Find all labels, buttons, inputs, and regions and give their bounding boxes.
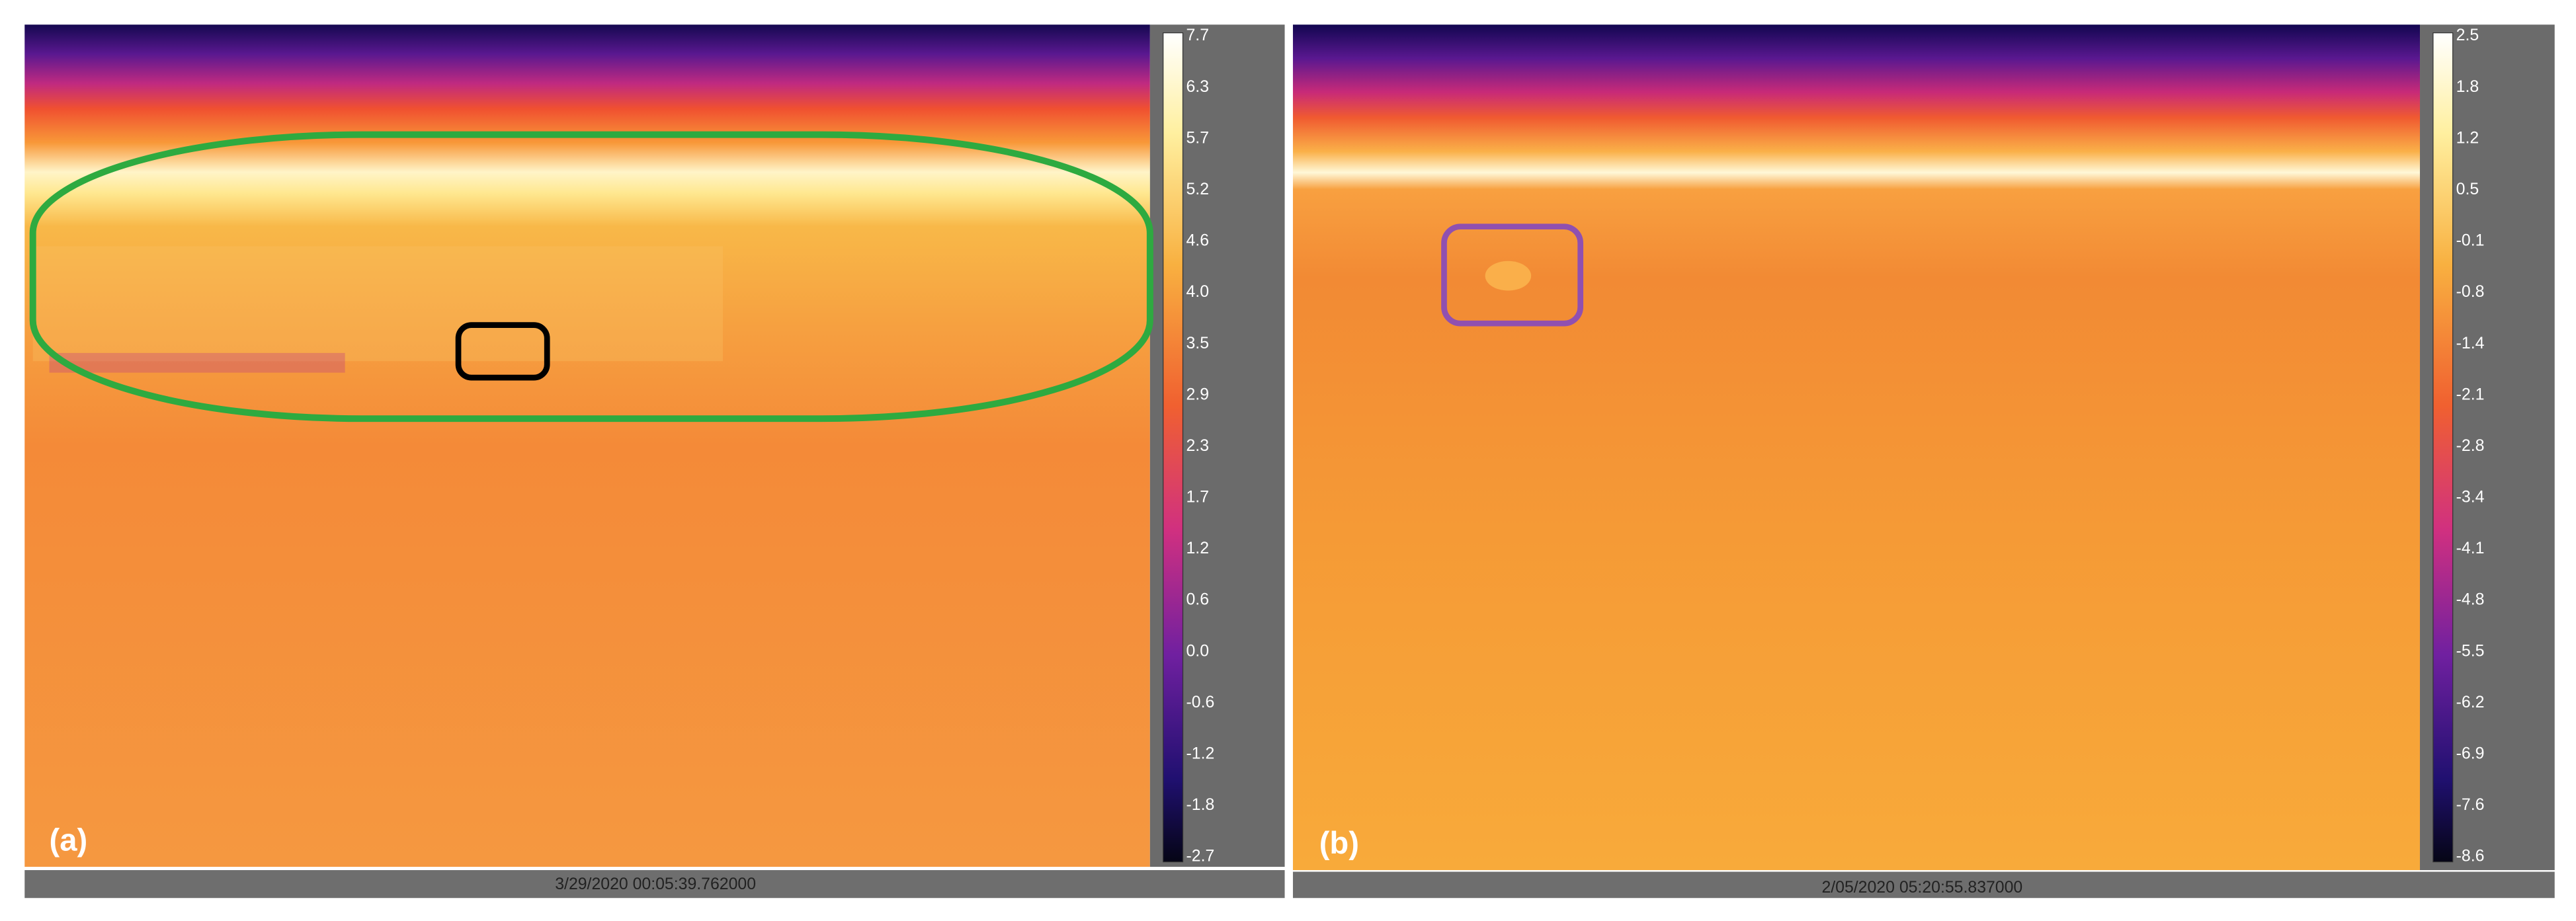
colorbar-tick-label: 0.5 <box>2456 180 2479 198</box>
panel-label: (b) <box>1319 825 1359 860</box>
colorbar-tick-label: -4.8 <box>2456 591 2485 609</box>
colorbar-tick-label: 1.2 <box>2456 129 2479 147</box>
colorbar-tick-label: -0.1 <box>2456 232 2485 250</box>
colorbar-tick-label: 2.9 <box>1186 385 1209 403</box>
colorbar-tick-label: 7.7 <box>1186 26 1209 44</box>
colorbar-tick-label: -4.1 <box>2456 540 2485 557</box>
status-bar <box>24 870 1285 899</box>
panel-label: (a) <box>50 822 88 857</box>
colorbar-tick-label: -1.8 <box>1186 796 1214 814</box>
colorbar-tick-label: -3.4 <box>2456 489 2485 506</box>
tree-line <box>32 246 723 362</box>
colorbar <box>1163 32 1184 863</box>
timestamp: 2/05/2020 05:20:55.837000 <box>1821 879 2022 897</box>
colorbar-tick-label: -6.2 <box>2456 694 2485 711</box>
colorbar-tick-label: 3.5 <box>1186 335 1209 352</box>
colorbar-tick-label: 0.0 <box>1186 642 1209 660</box>
colorbar-tick-label: -0.6 <box>1186 694 1214 711</box>
colorbar-tick-label: -7.6 <box>2456 796 2485 814</box>
colorbar-tick-label: -5.5 <box>2456 642 2485 660</box>
colorbar-tick-label: -8.6 <box>2456 848 2485 865</box>
thermal-image <box>1292 24 2421 871</box>
colorbar-tick-label: 2.5 <box>2456 26 2479 44</box>
colorbar-tick-label: 2.3 <box>1186 437 1209 455</box>
colorbar-tick-label: 1.2 <box>1186 540 1209 557</box>
colorbar-tick-label: -2.1 <box>2456 385 2485 403</box>
colorbar-tick-label: -0.8 <box>2456 283 2485 301</box>
panel-a: (a) 3/29/2020 00:05:39.762000 7.7 6.3 5.7 5… <box>24 24 1285 899</box>
colorbar-tick-label: 1.8 <box>2456 78 2479 96</box>
colorbar-tick-label: 5.2 <box>1186 180 1209 198</box>
colorbar-tick-label: 4.6 <box>1186 232 1209 250</box>
timestamp: 3/29/2020 00:05:39.762000 <box>555 875 756 893</box>
panel-b: (b) 2/05/2020 05:20:55.837000 2.5 1.8 1.2 0… <box>1292 24 2555 899</box>
colorbar-tick-label: 5.7 <box>1186 129 1209 147</box>
colorbar <box>2432 32 2454 863</box>
colorbar-tick-label: -2.7 <box>1186 848 1214 865</box>
status-bar <box>1292 871 2555 899</box>
colorbar-tick-label: -1.4 <box>2456 335 2485 352</box>
colorbar-tick-label: -2.8 <box>2456 437 2485 455</box>
cool-strip <box>49 352 345 373</box>
target-box <box>1441 223 1584 327</box>
colorbar-tick-label: -6.9 <box>2456 745 2485 763</box>
target-blob <box>1485 260 1532 291</box>
colorbar-tick-label: 4.0 <box>1186 283 1209 301</box>
colorbar-tick-label: 0.6 <box>1186 591 1209 609</box>
thermal-image <box>24 24 1150 867</box>
colorbar-tick-label: -1.2 <box>1186 745 1214 763</box>
colorbar-tick-label: 6.3 <box>1186 78 1209 96</box>
target-box <box>455 322 550 381</box>
colorbar-tick-label: 1.7 <box>1186 489 1209 506</box>
region-outline <box>29 131 1153 422</box>
